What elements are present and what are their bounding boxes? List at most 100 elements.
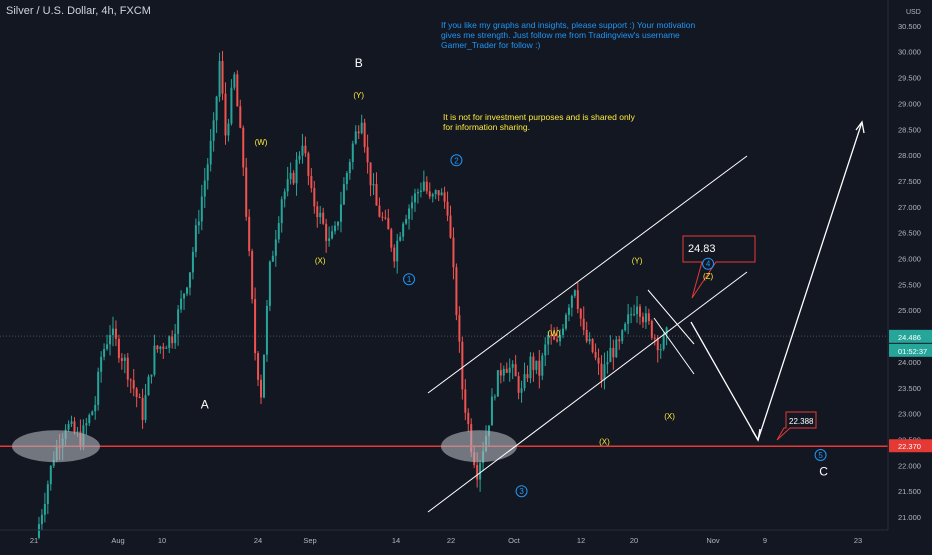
candle-body xyxy=(283,191,286,200)
wave-minor-label: (W) xyxy=(255,138,268,147)
wave-minor-label: (X) xyxy=(599,438,610,447)
callout-box-high xyxy=(682,235,756,299)
time-tick-label: Sep xyxy=(303,536,316,545)
candle-body xyxy=(467,412,470,425)
candle-body xyxy=(393,247,396,262)
candle-body xyxy=(354,131,357,144)
candle-body xyxy=(514,364,517,377)
candle-body xyxy=(171,336,174,344)
price-tick-label: 21.000 xyxy=(898,513,921,522)
candle-body xyxy=(138,396,141,398)
candle-body xyxy=(159,346,162,350)
wave-circle-label: 3 xyxy=(519,487,524,496)
candle-body xyxy=(111,328,114,336)
candle-body xyxy=(499,370,502,376)
candle-body xyxy=(529,356,532,379)
candle-body xyxy=(336,221,339,226)
candle-body xyxy=(280,199,283,224)
candle-body xyxy=(52,459,55,466)
candle-body xyxy=(455,267,458,316)
candle-body xyxy=(585,329,588,342)
candle-body xyxy=(579,308,582,319)
candle-body xyxy=(535,360,538,370)
candle-body xyxy=(390,229,393,248)
support-price-value: 22.370 xyxy=(898,442,921,451)
price-tick-label: 30.000 xyxy=(898,48,921,57)
candle-body xyxy=(49,465,52,485)
projection-path xyxy=(690,121,863,442)
candle-body xyxy=(262,354,265,398)
candle-body xyxy=(194,225,197,252)
wave-major-label: C xyxy=(819,465,828,479)
candle-body xyxy=(449,215,452,238)
disclaimer-note: It is not for investment purposes and is… xyxy=(443,112,635,132)
time-tick-label: 23 xyxy=(854,536,862,545)
candle-body xyxy=(662,334,665,350)
candle-body xyxy=(153,345,156,375)
candle-body xyxy=(641,316,644,323)
candle-body xyxy=(218,61,221,97)
candle-body xyxy=(325,223,328,241)
candle-body xyxy=(274,239,277,256)
candle-body xyxy=(117,338,120,359)
wave-major-label: A xyxy=(201,397,209,411)
candle-body xyxy=(624,323,627,331)
candle-body xyxy=(502,368,505,376)
candle-body xyxy=(70,421,73,424)
candle-body xyxy=(183,293,186,299)
price-tick-label: 28.000 xyxy=(898,151,921,160)
candle-body xyxy=(591,339,594,352)
candle-body xyxy=(103,349,106,357)
candle-body xyxy=(511,364,514,368)
candle-body xyxy=(570,295,573,308)
candle-body xyxy=(85,423,88,426)
support-zone-left xyxy=(12,430,100,463)
candle-body xyxy=(233,74,236,88)
candle-body xyxy=(265,305,268,355)
wedge-upper-line xyxy=(647,289,695,345)
candle-body xyxy=(440,192,443,196)
candle-body xyxy=(381,216,384,218)
time-tick-label: 12 xyxy=(577,536,585,545)
candle-body xyxy=(378,205,381,217)
candle-body xyxy=(490,396,493,426)
candle-body xyxy=(603,364,606,381)
arrow-head-down xyxy=(751,428,761,442)
candle-body xyxy=(656,337,659,351)
candle-body xyxy=(292,172,295,184)
candle-body xyxy=(177,309,180,334)
candle-body xyxy=(384,217,387,219)
candle-body xyxy=(650,320,653,338)
candle-body xyxy=(630,314,633,316)
candle-body xyxy=(37,524,40,538)
candle-body xyxy=(437,190,440,196)
time-tick-label: 24 xyxy=(254,536,262,545)
price-tick-label: 28.500 xyxy=(898,125,921,134)
candle-body xyxy=(582,318,585,330)
price-tick-label: 24.000 xyxy=(898,358,921,367)
candle-body xyxy=(304,145,307,154)
candle-body xyxy=(387,218,390,230)
candle-body xyxy=(576,290,579,309)
candle-body xyxy=(665,327,668,335)
candle-body xyxy=(286,179,289,192)
candle-body xyxy=(405,219,408,224)
candle-body xyxy=(425,181,428,192)
candle-body xyxy=(88,415,91,424)
callout-value-high: 24.83 xyxy=(688,243,716,255)
wave-circle xyxy=(403,273,416,286)
candle-body xyxy=(191,251,194,273)
candle-body xyxy=(174,333,177,344)
candle-body xyxy=(260,379,263,398)
candle-body xyxy=(114,328,117,339)
candle-body xyxy=(411,202,414,209)
candle-body xyxy=(520,388,523,393)
candle-body xyxy=(621,330,624,342)
candle-body xyxy=(76,431,79,433)
candle-body xyxy=(301,145,304,156)
channel-lower-line xyxy=(427,271,748,513)
candle-body xyxy=(627,314,630,324)
candle-body xyxy=(479,463,482,480)
candle-body xyxy=(109,335,112,345)
